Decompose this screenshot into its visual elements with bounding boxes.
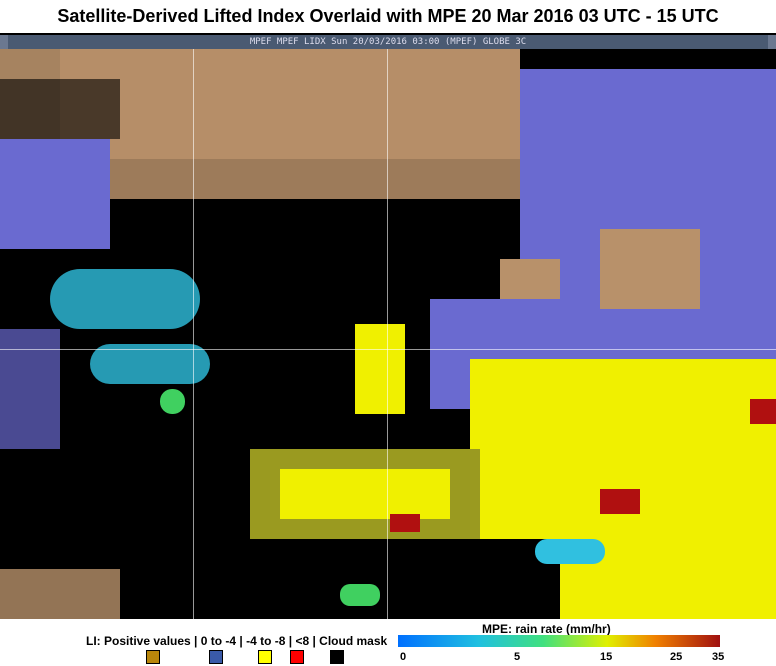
li-legend-label: LI: Positive values | 0 to -4 | -4 to -8… <box>86 634 388 648</box>
mpe-colorbar <box>398 635 720 647</box>
swatch-positive <box>146 650 160 664</box>
page-title: Satellite-Derived Lifted Index Overlaid … <box>57 6 719 26</box>
mpe-tick: 15 <box>600 651 613 663</box>
scroll-left-button[interactable] <box>0 35 8 49</box>
mpe-tick: 35 <box>712 651 725 663</box>
scroll-right-button[interactable] <box>768 35 776 49</box>
mpe-tick: 0 <box>400 651 407 663</box>
swatch-0-to-4 <box>209 650 223 664</box>
swatch-lt-8 <box>290 650 304 664</box>
mpe-legend-label: MPE: rain rate (mm/hr) <box>482 622 611 636</box>
mpe-tick: 5 <box>514 651 521 663</box>
satellite-map <box>0 49 776 619</box>
swatch-4-to-8 <box>258 650 272 664</box>
legend: LI: Positive values | 0 to -4 | -4 to -8… <box>0 620 776 666</box>
mpe-tick: 25 <box>670 651 683 663</box>
header-strip-text: MPEF MPEF LIDX Sun 20/03/2016 03:00 (MPE… <box>249 37 527 47</box>
image-header-strip: MPEF MPEF LIDX Sun 20/03/2016 03:00 (MPE… <box>0 33 776 49</box>
swatch-cloud-mask <box>330 650 344 664</box>
